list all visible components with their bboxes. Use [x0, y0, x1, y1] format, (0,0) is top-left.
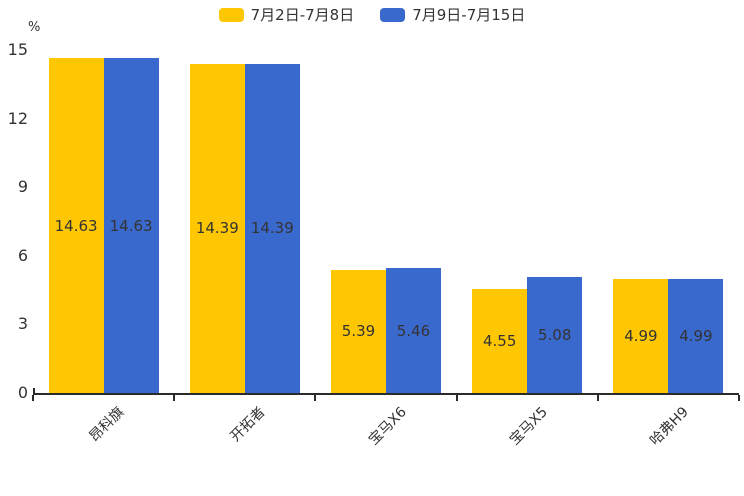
y-axis-tick-label: 6 [17, 245, 28, 265]
legend-item-series-1[interactable]: 7月2日-7月8日 [218, 6, 355, 24]
legend-item-series-2[interactable]: 7月9日-7月15日 [380, 6, 525, 24]
bar-宝马X5-series-1[interactable]: 4.55 [472, 288, 528, 393]
y-axis-tick-label: 12 [7, 108, 28, 128]
y-axis-tick-label: 0 [17, 383, 28, 402]
bar-value-label: 4.99 [679, 326, 713, 345]
bar-value-label: 5.46 [396, 321, 431, 340]
legend-swatch-icon [218, 8, 244, 22]
x-axis-category-label: 宝马X5 [506, 404, 551, 449]
bar-宝马X6-series-1[interactable]: 5.39 [331, 269, 386, 393]
y-axis-tick-label: 3 [17, 314, 28, 334]
bar-value-label: 14.39 [250, 219, 294, 238]
x-axis-tick [173, 395, 176, 401]
x-axis-category-label: 宝马X6 [365, 404, 410, 449]
x-axis-category-label: 开拓者 [227, 404, 269, 446]
bar-value-label: 5.08 [537, 325, 572, 344]
y-axis-origin-tick [33, 388, 35, 393]
x-axis-category-label: 昂科旗 [86, 404, 128, 446]
legend-item-label: 7月2日-7月8日 [250, 6, 355, 24]
bar-value-label: 14.63 [54, 216, 98, 235]
legend-swatch-icon [380, 8, 406, 22]
bar-哈弗H9-series-1[interactable]: 4.99 [613, 278, 669, 393]
bar-宝马X6-series-2[interactable]: 5.46 [386, 268, 441, 393]
bar-value-label: 4.55 [482, 331, 517, 350]
x-axis-tick [32, 395, 34, 401]
x-axis-line [33, 393, 739, 395]
x-axis-tick [314, 395, 317, 401]
x-axis-tick [596, 395, 599, 401]
y-axis-unit-label: % [28, 20, 41, 35]
legend-item-label: 7月9日-7月15日 [412, 6, 526, 24]
bar-昂科旗-series-1[interactable]: 14.63 [48, 58, 104, 393]
legend: 7月2日-7月8日 7月9日-7月15日 [0, 6, 744, 24]
bar-value-label: 14.63 [109, 216, 153, 235]
y-axis-tick-label: 15 [7, 40, 28, 59]
x-axis-category-label: 哈弗H9 [646, 404, 692, 449]
bar-开拓者-series-2[interactable]: 14.39 [244, 63, 300, 393]
bar-开拓者-series-1[interactable]: 14.39 [189, 63, 245, 393]
x-axis-tick [738, 395, 740, 401]
bar-宝马X5-series-2[interactable]: 5.08 [527, 276, 583, 393]
y-axis-tick-label: 9 [17, 177, 28, 197]
bar-value-label: 14.39 [195, 219, 239, 238]
x-axis-tick [455, 395, 458, 401]
bar-昂科旗-series-2[interactable]: 14.63 [103, 58, 159, 393]
bar-哈弗H9-series-2[interactable]: 4.99 [668, 278, 724, 393]
bar-value-label: 4.99 [624, 326, 658, 345]
bar-value-label: 5.39 [341, 322, 376, 341]
